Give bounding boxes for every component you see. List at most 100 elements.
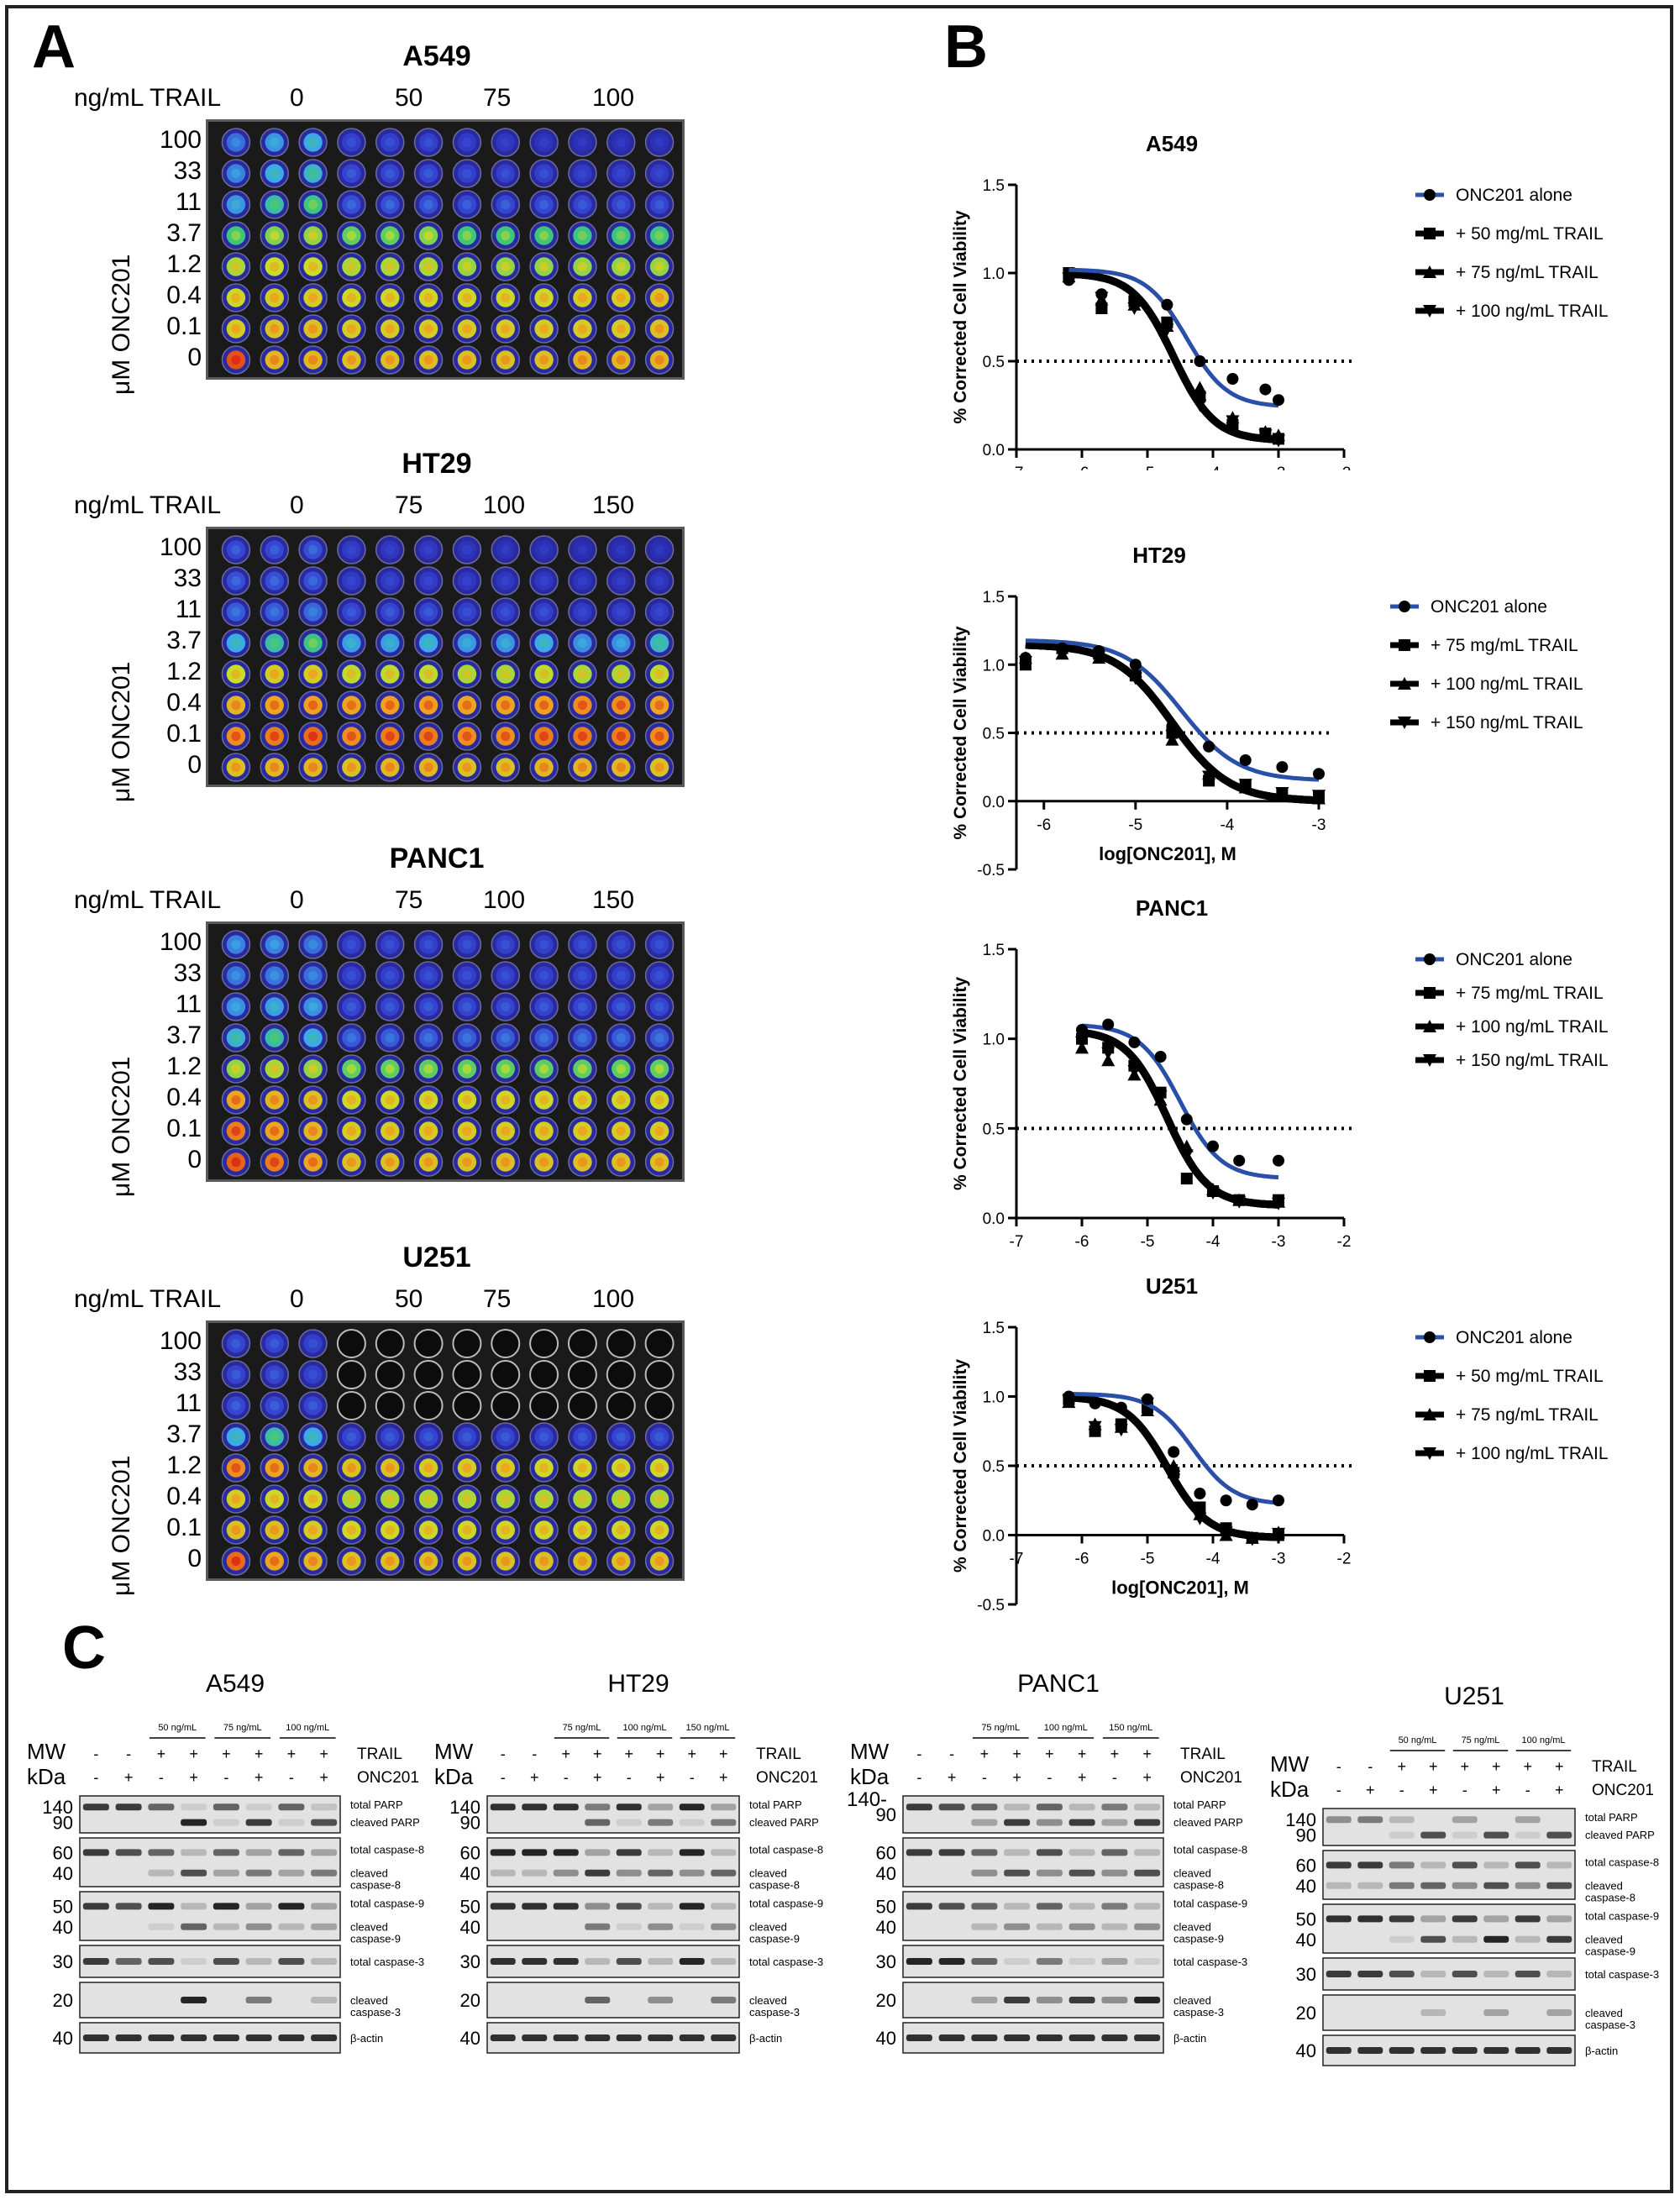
y-tick-label: 1.5 — [983, 1320, 1005, 1337]
well — [260, 1391, 289, 1420]
x-tick-label: -3 — [1312, 816, 1326, 834]
well — [606, 1515, 636, 1545]
well — [375, 992, 405, 1021]
well — [644, 722, 675, 751]
well — [375, 1147, 405, 1177]
well — [221, 535, 251, 564]
dose-label: 50 ng/mL — [1399, 1735, 1437, 1746]
well — [644, 992, 675, 1021]
well — [413, 1360, 444, 1389]
well — [567, 1360, 597, 1389]
well — [375, 753, 405, 782]
well — [221, 190, 251, 219]
well — [337, 1453, 366, 1483]
protein-band — [213, 1803, 239, 1811]
concentration-label: 0 — [187, 1544, 202, 1572]
blot-title: PANC1 — [1017, 1672, 1100, 1698]
mw-marker: 40 — [1296, 1876, 1316, 1897]
trail-row-label: TRAIL — [1592, 1758, 1637, 1776]
plate-title: HT29 — [402, 448, 472, 480]
well — [375, 1422, 405, 1452]
protein-band — [1515, 1816, 1541, 1824]
well — [413, 1023, 444, 1053]
onc201-sign: + — [1366, 1782, 1375, 1798]
data-points — [1075, 1036, 1285, 1210]
well — [221, 345, 251, 375]
well — [529, 1329, 559, 1358]
mw-marker: 50 — [876, 1896, 896, 1917]
concentration-label: 1.2 — [166, 1052, 202, 1080]
protein-band — [245, 1958, 272, 1965]
protein-band — [245, 1903, 272, 1910]
protein-band — [1134, 1903, 1161, 1910]
protein-band — [1326, 2047, 1352, 2054]
well — [491, 314, 520, 344]
onc201-sign: + — [593, 1769, 602, 1786]
well — [529, 252, 559, 281]
well — [606, 128, 636, 157]
well — [606, 690, 636, 720]
mw-marker: 40 — [460, 2028, 480, 2049]
protein-label: total caspase-3 — [749, 1956, 823, 1968]
protein-band — [1036, 1803, 1063, 1811]
well — [606, 961, 636, 990]
protein-band — [553, 1803, 579, 1811]
x-tick-label: -7 — [1010, 1233, 1024, 1251]
well — [298, 1116, 328, 1146]
protein-band — [906, 1958, 932, 1965]
well — [606, 1147, 636, 1177]
well — [298, 252, 328, 281]
onc201-sign: - — [1047, 1769, 1052, 1786]
concentration-label: 33 — [173, 1357, 202, 1386]
protein-band — [616, 2034, 642, 2041]
well — [221, 992, 251, 1021]
protein-band — [1134, 1997, 1161, 2003]
protein-band — [1326, 1971, 1352, 1977]
plate-y-axis-label: μM ONC201 — [108, 1455, 135, 1596]
legend-label: ONC201 alone — [1456, 950, 1572, 969]
protein-label: caspase-3 — [1173, 2006, 1224, 2019]
fit-curve — [1068, 1392, 1279, 1505]
x-tick-label: -2 — [1337, 1551, 1352, 1568]
fit-curve — [1068, 270, 1279, 444]
protein-band — [148, 1869, 175, 1877]
well — [336, 1360, 366, 1389]
x-tick-label: -6 — [1075, 465, 1089, 470]
trail-sign: + — [1012, 1746, 1021, 1762]
plate-y-axis-label: μM ONC201 — [108, 254, 135, 395]
protein-band — [115, 2034, 142, 2041]
well — [529, 1515, 559, 1545]
well — [260, 252, 289, 281]
protein-band — [679, 1923, 705, 1930]
trail-header: ng/mL TRAIL 0 50 75 100 — [0, 84, 672, 114]
protein-label: total caspase-9 — [749, 1898, 823, 1910]
well — [221, 722, 251, 751]
kda-label: kDa — [1270, 1777, 1310, 1802]
protein-band — [1452, 1831, 1478, 1839]
protein-band — [522, 1869, 548, 1877]
well — [606, 1453, 636, 1483]
protein-band — [1420, 1831, 1446, 1839]
protein-band — [82, 1958, 109, 1965]
well — [491, 1391, 521, 1420]
protein-label: caspase-8 — [1173, 1878, 1224, 1891]
mw-marker: 40 — [460, 1917, 480, 1938]
well — [452, 1147, 482, 1177]
well — [337, 628, 366, 658]
well — [413, 128, 444, 157]
mw-marker: 90 — [53, 1813, 73, 1834]
concentration-label: 100 — [159, 533, 202, 561]
trail-sign: + — [593, 1746, 602, 1762]
protein-label: total caspase-9 — [1173, 1898, 1247, 1910]
protein-band — [148, 1923, 175, 1930]
protein-band — [1036, 1923, 1063, 1930]
y-tick-label: 0.5 — [983, 354, 1005, 371]
trail-sign: - — [916, 1746, 921, 1762]
well — [491, 252, 520, 281]
onc201-sign: - — [982, 1769, 987, 1786]
well — [298, 1422, 328, 1452]
y-axis-label: % Corrected Cell Viability — [951, 1359, 970, 1572]
well — [529, 159, 559, 188]
